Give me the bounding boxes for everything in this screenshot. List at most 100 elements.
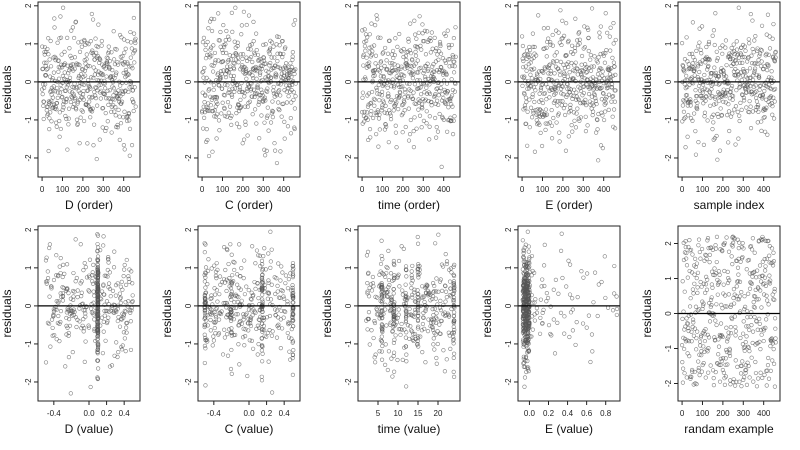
data-point xyxy=(711,120,716,125)
data-point xyxy=(692,68,697,73)
data-point xyxy=(100,105,106,111)
data-point xyxy=(542,242,547,247)
data-point xyxy=(224,246,229,252)
x-tick-label: 0.4 xyxy=(562,409,574,418)
y-tick-label: 0 xyxy=(664,311,673,316)
data-point xyxy=(111,57,117,62)
data-point xyxy=(685,275,690,280)
data-point xyxy=(695,100,700,106)
data-point xyxy=(249,338,254,343)
data-point xyxy=(431,320,436,325)
data-point xyxy=(760,92,765,98)
data-point xyxy=(53,58,58,63)
data-point xyxy=(392,309,397,314)
data-point xyxy=(114,340,119,345)
data-point xyxy=(260,297,265,302)
data-point xyxy=(202,332,207,337)
data-point xyxy=(385,51,391,56)
data-point xyxy=(381,294,387,299)
data-point xyxy=(409,312,414,318)
data-point xyxy=(208,47,213,52)
data-point xyxy=(95,316,100,321)
data-point xyxy=(133,40,138,46)
data-point xyxy=(57,264,62,269)
data-points xyxy=(43,232,135,396)
data-point xyxy=(260,327,265,332)
data-point xyxy=(379,316,385,321)
plot-frame xyxy=(357,1,461,178)
data-point xyxy=(709,83,714,88)
data-point xyxy=(600,146,605,151)
data-point xyxy=(208,309,213,315)
data-point xyxy=(292,106,298,111)
data-point xyxy=(717,362,722,367)
data-point xyxy=(223,37,228,43)
data-point xyxy=(608,25,613,30)
data-point xyxy=(734,88,739,93)
data-point xyxy=(203,290,208,296)
data-point xyxy=(685,134,690,139)
data-point xyxy=(242,94,247,99)
data-point xyxy=(721,370,727,375)
data-point xyxy=(766,75,772,80)
data-point xyxy=(290,319,295,324)
data-point xyxy=(770,260,775,265)
data-point xyxy=(129,143,135,148)
data-point xyxy=(610,308,616,313)
data-point xyxy=(522,375,528,380)
data-point xyxy=(389,97,394,103)
data-point xyxy=(213,331,218,336)
data-point xyxy=(245,133,250,138)
data-point xyxy=(51,70,57,75)
data-point xyxy=(48,64,54,69)
data-point xyxy=(521,354,526,359)
data-point xyxy=(67,46,72,51)
data-point xyxy=(389,52,394,57)
data-point xyxy=(548,331,553,337)
data-point xyxy=(695,290,700,295)
data-point xyxy=(578,88,584,94)
data-point xyxy=(523,292,528,298)
data-point xyxy=(403,335,408,340)
data-point xyxy=(84,57,89,62)
data-point xyxy=(46,321,52,327)
data-point xyxy=(235,43,240,49)
data-point xyxy=(526,244,531,249)
data-point xyxy=(555,99,560,104)
data-point xyxy=(681,109,687,114)
data-point xyxy=(95,347,100,353)
data-point xyxy=(725,339,730,344)
data-point xyxy=(576,116,581,121)
data-point xyxy=(271,44,276,49)
data-point xyxy=(724,74,729,79)
data-point xyxy=(436,232,441,237)
data-point xyxy=(434,311,439,316)
data-point xyxy=(369,328,374,333)
data-point xyxy=(205,313,210,318)
data-point xyxy=(757,274,762,279)
data-point xyxy=(47,116,52,121)
data-point xyxy=(550,43,555,48)
data-point xyxy=(200,90,205,95)
data-point xyxy=(130,300,135,305)
data-point xyxy=(695,106,700,112)
data-point xyxy=(77,306,82,311)
data-point xyxy=(705,332,710,337)
data-point xyxy=(748,126,754,131)
data-point xyxy=(258,70,263,75)
data-point xyxy=(715,292,720,297)
data-point xyxy=(556,111,561,116)
data-point xyxy=(710,33,715,38)
x-tick-label: 400 xyxy=(757,185,771,194)
data-point xyxy=(277,107,282,113)
data-point xyxy=(556,291,561,296)
x-axis-label: D (value) xyxy=(65,422,114,436)
data-point xyxy=(229,347,234,353)
data-point xyxy=(391,287,396,292)
data-point xyxy=(549,136,555,141)
data-point xyxy=(407,306,412,312)
data-point xyxy=(409,64,414,69)
x-axis-label: C (order) xyxy=(225,198,273,212)
data-point xyxy=(362,44,368,49)
data-point xyxy=(402,73,407,78)
